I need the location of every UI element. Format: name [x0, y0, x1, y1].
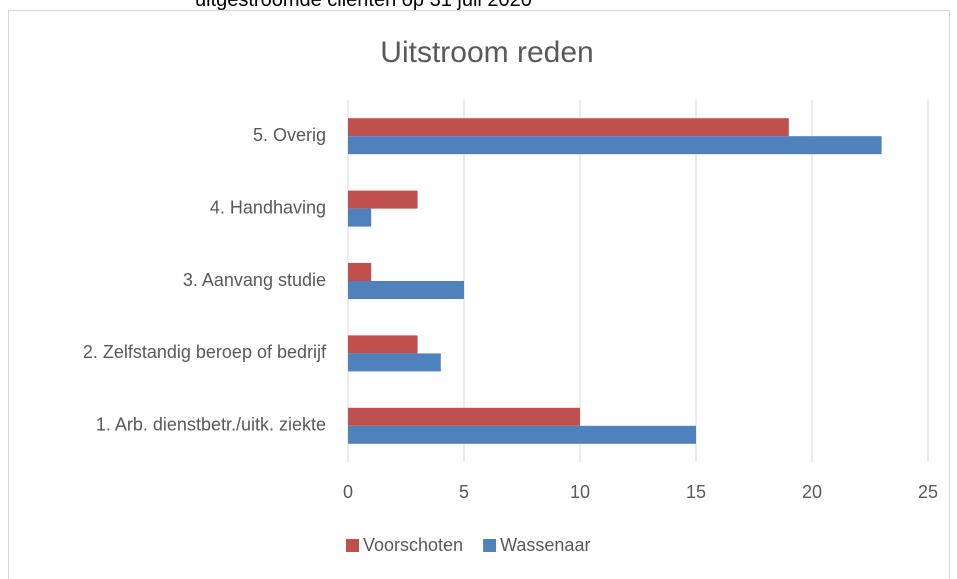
- bar: [348, 118, 789, 137]
- header-text: uitgestroomde cliënten op 31 juli 2020: [195, 0, 532, 11]
- bar: [348, 353, 441, 372]
- x-tick-label: 25: [918, 482, 938, 502]
- x-tick-label: 20: [802, 482, 822, 502]
- legend-swatch: [346, 539, 359, 552]
- y-tick-label: 4. Handhaving: [210, 197, 326, 217]
- bar: [348, 208, 372, 227]
- x-tick-label: 10: [570, 482, 590, 502]
- chart-title: Uitstroom reden: [380, 36, 593, 69]
- y-tick-label: 2. Zelfstandig beroep of bedrijf: [83, 342, 327, 362]
- legend-label: Voorschoten: [363, 535, 463, 555]
- bar: [348, 407, 580, 426]
- y-tick-label: 5. Overig: [253, 125, 326, 145]
- y-tick-label: 3. Aanvang studie: [183, 270, 326, 290]
- legend-swatch: [483, 539, 497, 552]
- bar: [348, 335, 418, 354]
- y-tick-label: 1. Arb. dienstbetr./uitk. ziekte: [96, 415, 326, 435]
- bar: [348, 190, 418, 209]
- bar: [348, 136, 882, 155]
- legend-label: Wassenaar: [500, 535, 590, 555]
- x-tick-label: 5: [459, 482, 469, 502]
- bar: [348, 281, 464, 299]
- chart-frame: [8, 10, 950, 579]
- x-tick-label: 0: [343, 482, 353, 502]
- bar: [348, 425, 696, 444]
- bar: [348, 263, 372, 281]
- x-tick-label: 15: [686, 482, 706, 502]
